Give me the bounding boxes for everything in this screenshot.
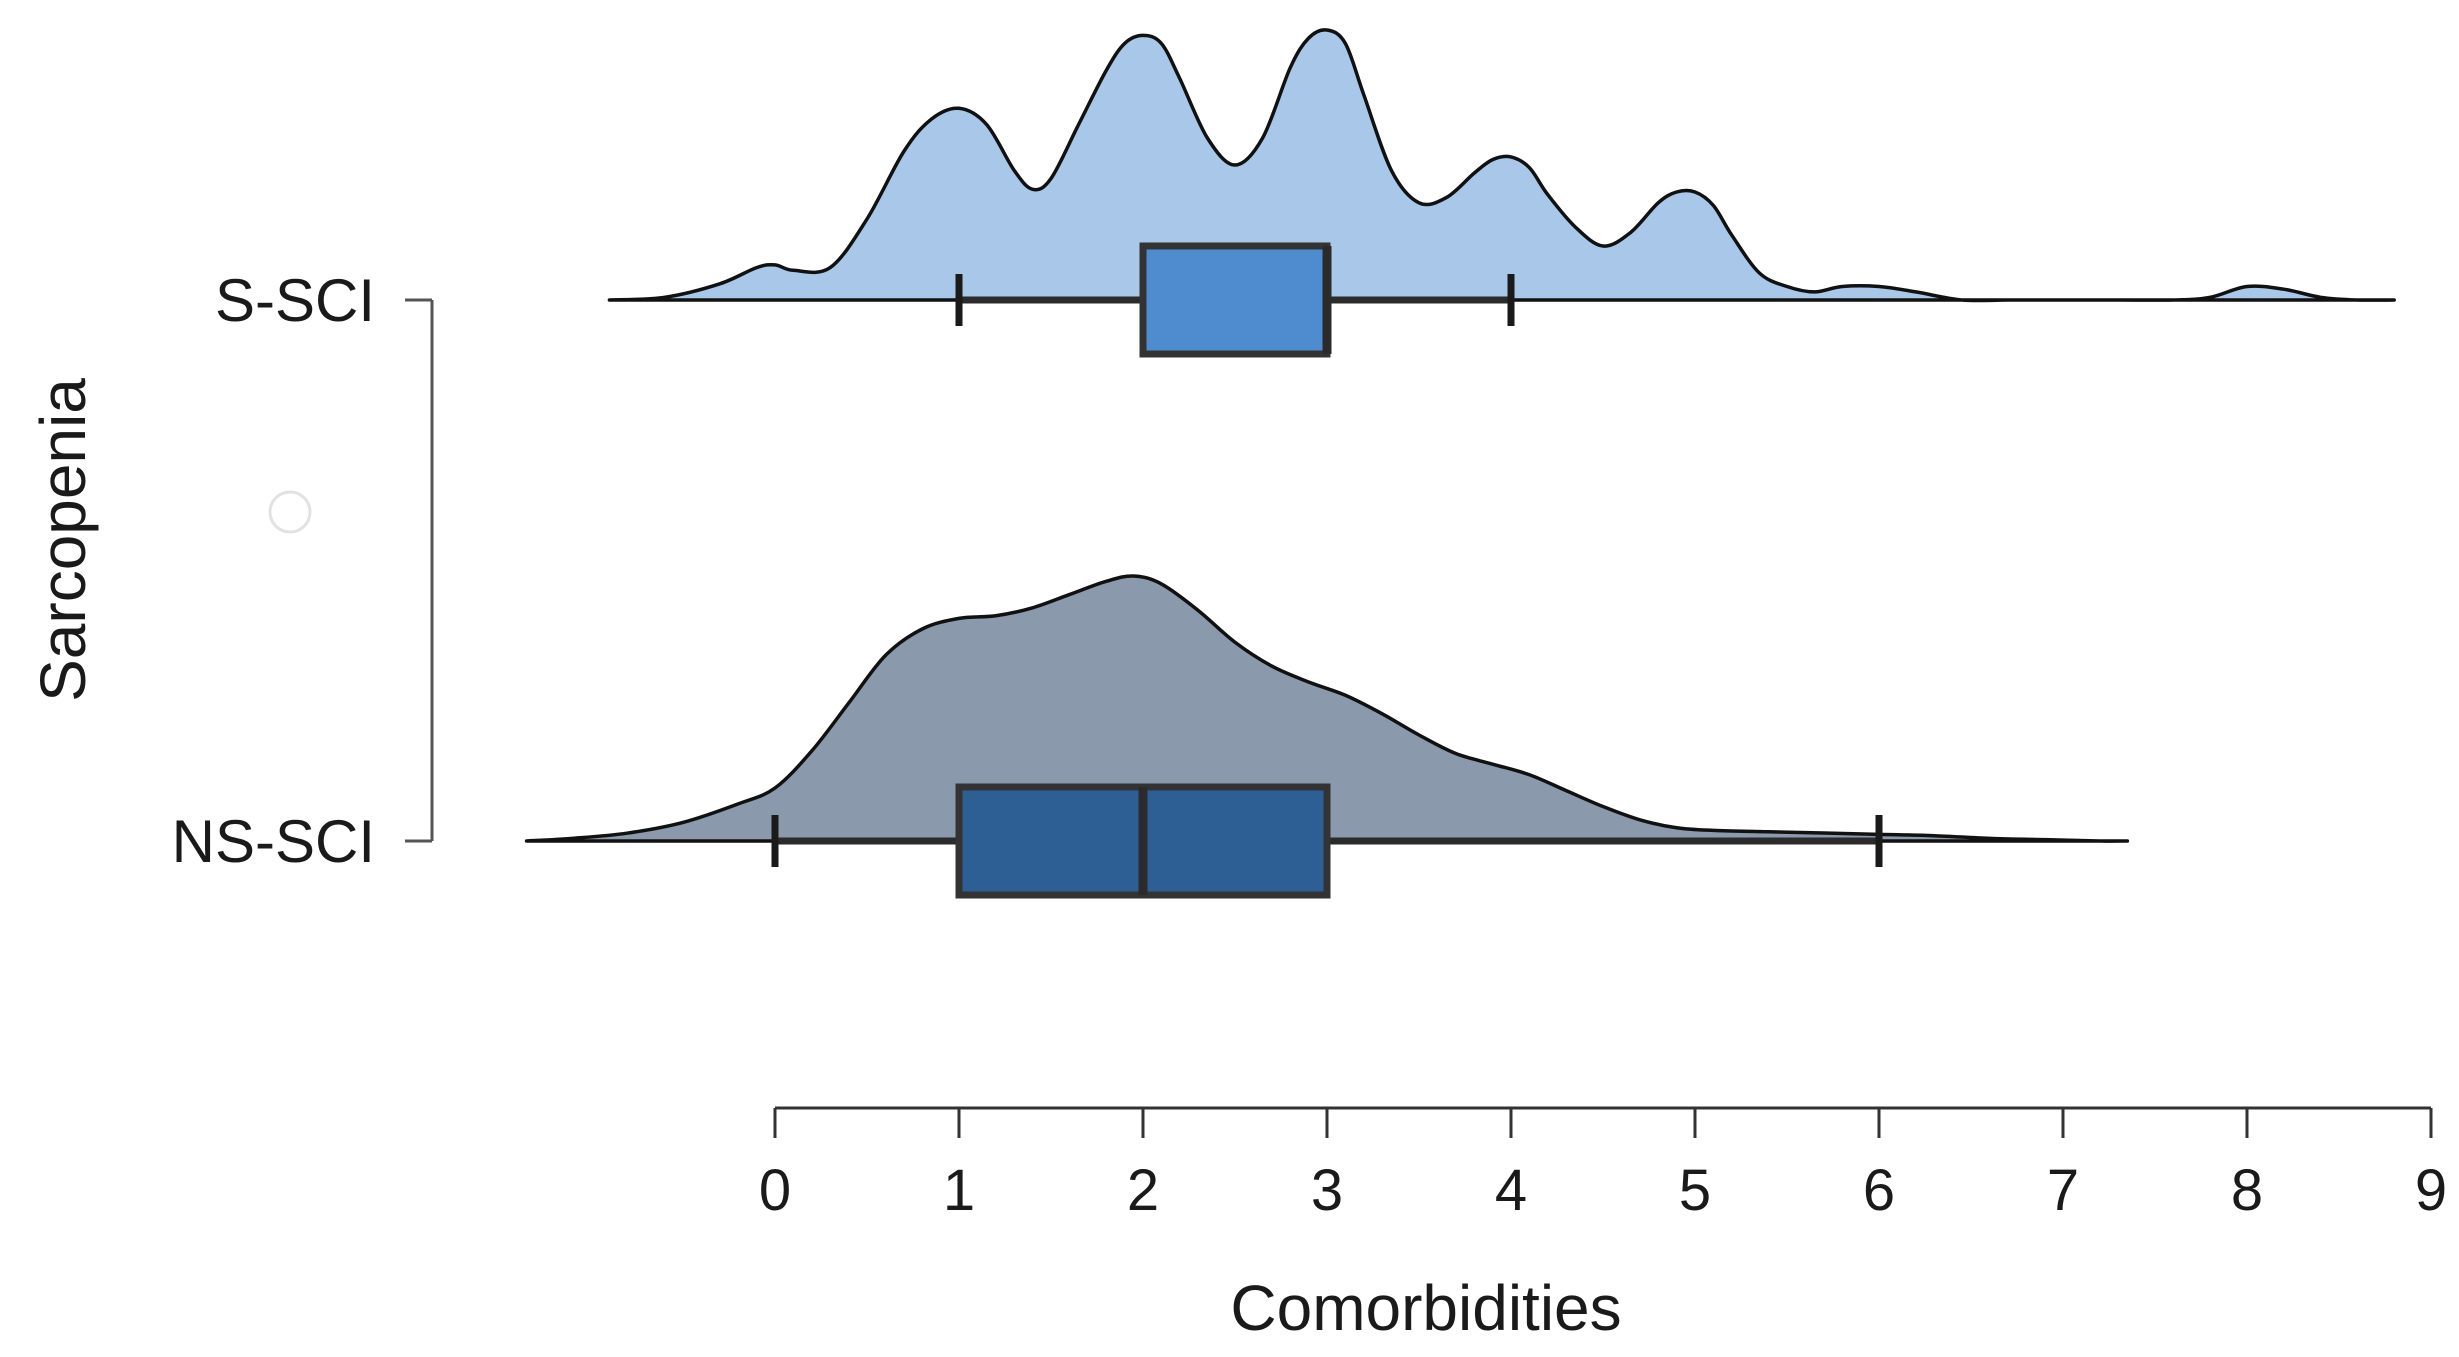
marker-circle [268,490,312,534]
x-tick-label: 6 [1863,1158,1895,1223]
x-axis-title: Comorbidities [1230,1272,1621,1344]
x-tick-label: 4 [1495,1158,1527,1223]
x-tick-label: 7 [2047,1158,2079,1223]
y-axis-title: Sarcopenia [27,378,99,702]
x-tick-label: 8 [2231,1158,2263,1223]
density-clouds [524,28,2396,843]
density-cloud-ns-sci [524,574,2130,843]
x-tick-label: 2 [1127,1158,1159,1223]
x-axis: 0 1 2 3 4 5 6 7 8 9 [759,1106,2447,1223]
density-cloud-s-sci [607,28,2396,303]
x-tick-label: 1 [943,1158,975,1223]
x-tick-label: 3 [1311,1158,1343,1223]
iqr-box [1139,242,1331,358]
box-plots [771,242,1883,899]
x-tick-label: 0 [759,1158,791,1223]
x-tick-label: 5 [1679,1158,1711,1223]
y-axis: S-SCI NS-SCI [172,267,434,875]
category-label-s-sci: S-SCI [215,267,375,334]
x-tick-label: 9 [2415,1158,2447,1223]
category-label-ns-sci: NS-SCI [172,808,375,875]
